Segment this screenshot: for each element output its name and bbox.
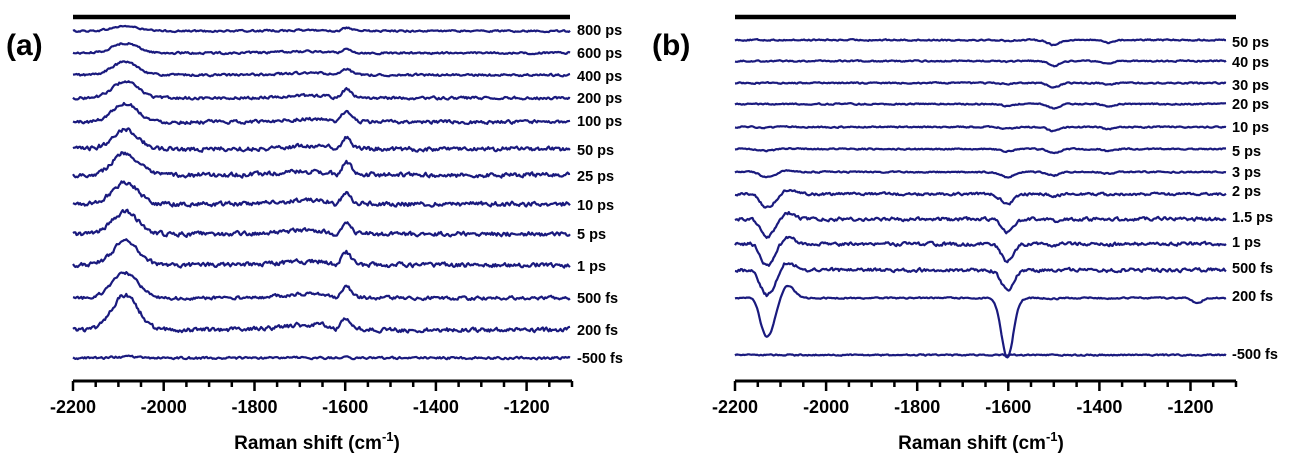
trace-label: 200 ps <box>577 91 622 107</box>
trace-label: 1 ps <box>577 259 606 275</box>
trace-1ps <box>72 238 571 269</box>
panel-a-x-axis-title: Raman shift (cm-1) <box>234 429 400 454</box>
panel-a-traces <box>72 24 571 361</box>
panel-b-traces <box>734 37 1227 359</box>
x-tick-label: -2000 <box>803 397 849 417</box>
trace-label: 3 ps <box>1232 165 1261 181</box>
trace-label: 50 ps <box>577 143 614 159</box>
x-tick-label: -1200 <box>504 397 550 417</box>
x-tick-label: -1600 <box>322 397 368 417</box>
trace-label: 25 ps <box>577 169 614 185</box>
x-tick-label: -2200 <box>712 397 758 417</box>
trace-400ps <box>72 60 571 78</box>
trace-3ps <box>734 169 1227 179</box>
trace-label: 5 ps <box>577 227 606 243</box>
trace-label: 5 ps <box>1232 144 1261 160</box>
panel-b-x-axis-title: Raman shift (cm-1) <box>898 429 1064 454</box>
panel-b-label: (b) <box>652 29 690 62</box>
trace-label: 500 fs <box>577 291 618 307</box>
trace-600ps <box>72 41 571 56</box>
panel-a-trace-labels: 800 ps 600 ps 400 ps 200 ps 100 ps 50 ps 25 ps… <box>577 23 623 367</box>
panel-a: (a) 800 ps 600 ps 400 ps 200 ps 100 ps 50 ps 2… <box>6 14 623 454</box>
trace-label: 50 ps <box>1232 35 1269 51</box>
trace-label: 100 ps <box>577 114 622 130</box>
panel-b: (b) 50 ps 40 ps 30 ps 20 ps 10 ps 5 ps 3 ps 2 p… <box>652 14 1278 454</box>
x-tick-label: -1600 <box>985 397 1031 417</box>
trace-200fs <box>72 292 571 334</box>
trace-label: 40 ps <box>1232 55 1269 71</box>
trace-20ps <box>734 101 1227 110</box>
trace-label: 10 ps <box>1232 120 1269 136</box>
trace-label: 20 ps <box>1232 97 1269 113</box>
trace-30ps <box>734 80 1227 89</box>
trace-10ps <box>72 180 571 208</box>
trace-label: -500 fs <box>577 351 623 367</box>
trace-10ps <box>734 124 1227 133</box>
trace-200fs <box>734 284 1227 359</box>
x-tick-label: -1400 <box>1076 397 1122 417</box>
trace-50ps <box>72 127 571 153</box>
trace--500fs <box>72 354 571 361</box>
x-tick-label: -1400 <box>413 397 459 417</box>
trace-label: 400 ps <box>577 69 622 85</box>
trace-5ps <box>734 147 1227 155</box>
trace-label: 1 ps <box>1232 235 1261 251</box>
trace-label: 600 ps <box>577 46 622 62</box>
trace-label: 200 fs <box>577 323 618 339</box>
x-tick-label: -2000 <box>141 397 187 417</box>
x-tick-label: -1800 <box>894 397 940 417</box>
x-tick-label: -2200 <box>50 397 96 417</box>
trace-label: 1.5 ps <box>1232 210 1273 226</box>
trace-2ps <box>734 188 1227 209</box>
trace-800ps <box>72 24 571 34</box>
x-tick-label: -1800 <box>231 397 277 417</box>
trace-50ps <box>734 37 1227 47</box>
trace-label: 200 fs <box>1232 289 1273 305</box>
trace-500fs <box>734 262 1227 298</box>
trace-1p5ps <box>734 211 1227 239</box>
trace--500fs <box>734 353 1227 357</box>
trace-label: -500 fs <box>1232 347 1278 363</box>
panel-a-label: (a) <box>6 29 43 62</box>
trace-200ps <box>72 80 571 101</box>
trace-40ps <box>734 58 1227 68</box>
trace-label: 800 ps <box>577 23 622 39</box>
panel-b-x-ticks: -2200 -2000 -1800 -1600 -1400 -1200 <box>712 381 1238 417</box>
trace-1ps <box>734 235 1227 267</box>
trace-5ps <box>72 208 571 238</box>
trace-25ps <box>72 151 571 179</box>
x-tick-label: -1200 <box>1167 397 1213 417</box>
panel-b-trace-labels: 50 ps 40 ps 30 ps 20 ps 10 ps 5 ps 3 ps 2 ps 1.5… <box>1232 35 1278 363</box>
trace-label: 2 ps <box>1232 184 1261 200</box>
trace-100ps <box>72 101 571 126</box>
trace-label: 30 ps <box>1232 78 1269 94</box>
trace-label: 10 ps <box>577 198 614 214</box>
panel-a-x-ticks: -2200 -2000 -1800 -1600 -1400 -1200 <box>50 381 574 417</box>
trace-label: 500 fs <box>1232 261 1273 277</box>
trace-500fs <box>72 271 571 302</box>
